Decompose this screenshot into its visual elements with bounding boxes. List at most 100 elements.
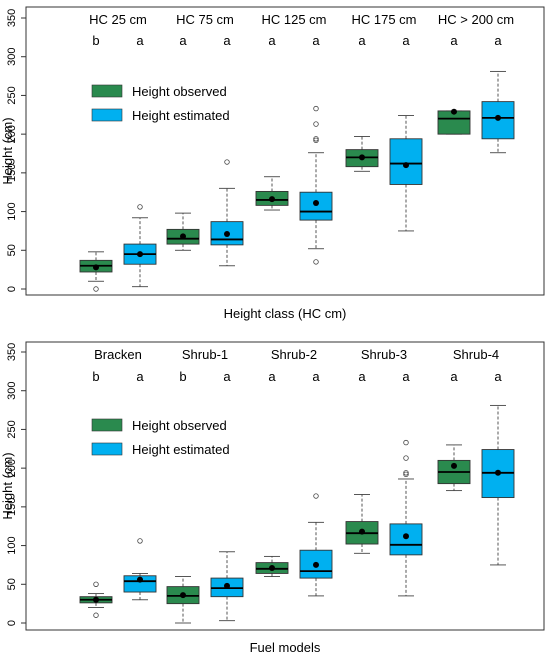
mean-point [224, 231, 230, 238]
outlier-point [313, 259, 319, 265]
significance-letter: a [223, 369, 231, 384]
legend-label: Height observed [132, 84, 227, 99]
y-tick-label: 100 [6, 202, 18, 220]
outlier-point [403, 455, 409, 461]
category-label: HC > 200 cm [438, 12, 514, 27]
mean-point [137, 251, 143, 258]
outlier-point [313, 105, 319, 112]
significance-letter: a [450, 369, 458, 384]
significance-letter: a [312, 33, 320, 48]
mean-point [269, 565, 275, 572]
y-axis-label: Height (cm) [0, 452, 15, 519]
outlier-point [93, 581, 99, 587]
mean-point [495, 469, 501, 476]
category-label: HC 75 cm [176, 12, 234, 27]
box-estimated: a [123, 33, 157, 288]
category-label: Shrub-4 [453, 347, 499, 362]
outlier-point [313, 493, 319, 499]
box-estimated: a [123, 369, 157, 601]
chart-panel-1: 0 50 100 150 200 250 300 350 Height (cm) Height c… [0, 6, 545, 321]
mean-point [451, 108, 457, 115]
significance-letter: a [312, 369, 320, 384]
box-observed: a [255, 33, 289, 211]
mean-point [313, 561, 319, 568]
mean-point [224, 582, 230, 589]
box-estimated: a [210, 369, 244, 622]
significance-letter: b [92, 369, 99, 384]
y-tick-label: 50 [6, 578, 18, 590]
y-tick-label: 150 [6, 164, 18, 182]
outlier-point [93, 612, 99, 618]
y-tick-label: 350 [6, 9, 18, 27]
y-tick-label: 250 [6, 420, 18, 438]
box-estimated: a [299, 33, 333, 265]
significance-letter: a [494, 33, 502, 48]
significance-letter: a [402, 33, 410, 48]
box-estimated: a [389, 33, 423, 232]
outlier-point [313, 136, 319, 142]
box-observed: a [345, 33, 379, 172]
legend-label: Height observed [132, 418, 227, 433]
legend-swatch [91, 108, 123, 122]
significance-letter: a [223, 33, 231, 48]
category-label: HC 25 cm [89, 12, 147, 27]
mean-point [93, 596, 99, 603]
outlier-point [403, 439, 409, 446]
category-label: HC 175 cm [351, 12, 416, 27]
y-tick-label: 250 [6, 86, 18, 104]
mean-point [359, 528, 365, 535]
significance-letter: a [358, 369, 366, 384]
box-iqr [389, 138, 423, 185]
plot-frame [25, 341, 545, 631]
significance-letter: a [136, 369, 144, 384]
box-estimated: a [210, 33, 244, 267]
significance-letter: a [358, 33, 366, 48]
mean-point [137, 576, 143, 583]
outlier-point [313, 121, 319, 127]
box-observed: a [437, 369, 471, 492]
plot-frame [25, 6, 545, 296]
significance-letter: a [136, 33, 144, 48]
mean-point [495, 114, 501, 121]
legend-label: Height estimated [132, 108, 230, 123]
box-iqr [389, 523, 423, 556]
box-observed: a [166, 33, 200, 251]
significance-letter: a [179, 33, 187, 48]
y-tick-label: 100 [6, 536, 18, 554]
significance-letter: a [402, 369, 410, 384]
y-tick-label: 50 [6, 244, 18, 256]
outlier-point [403, 470, 409, 476]
legend-label: Height estimated [132, 442, 230, 457]
box-observed: b [166, 369, 200, 624]
mean-point [403, 162, 409, 169]
y-tick-label: 200 [6, 459, 18, 477]
y-axis-label: Height (cm) [0, 117, 15, 184]
legend-swatch [91, 442, 123, 456]
mean-point [403, 533, 409, 540]
mean-point [93, 264, 99, 271]
box-observed: b [79, 369, 113, 618]
box-estimated: a [299, 369, 333, 597]
significance-letter: a [450, 33, 458, 48]
box-estimated: a [481, 369, 515, 566]
y-tick-label: 0 [6, 620, 18, 626]
y-tick-label: 200 [6, 125, 18, 143]
box-iqr [123, 575, 157, 593]
mean-point [451, 462, 457, 469]
outlier-point [224, 159, 230, 165]
mean-point [269, 196, 275, 203]
mean-point [180, 233, 186, 240]
box-iqr [299, 191, 333, 221]
outlier-point [137, 538, 143, 544]
legend-swatch [91, 84, 123, 98]
mean-point [180, 592, 186, 599]
outlier-point [313, 137, 319, 144]
category-label: Shrub-2 [271, 347, 317, 362]
significance-letter: a [268, 369, 276, 384]
significance-letter: b [179, 369, 186, 384]
category-label: Bracken [94, 347, 142, 362]
box-observed: a [255, 369, 289, 577]
outlier-point [403, 471, 409, 478]
box-observed: a [437, 33, 471, 135]
